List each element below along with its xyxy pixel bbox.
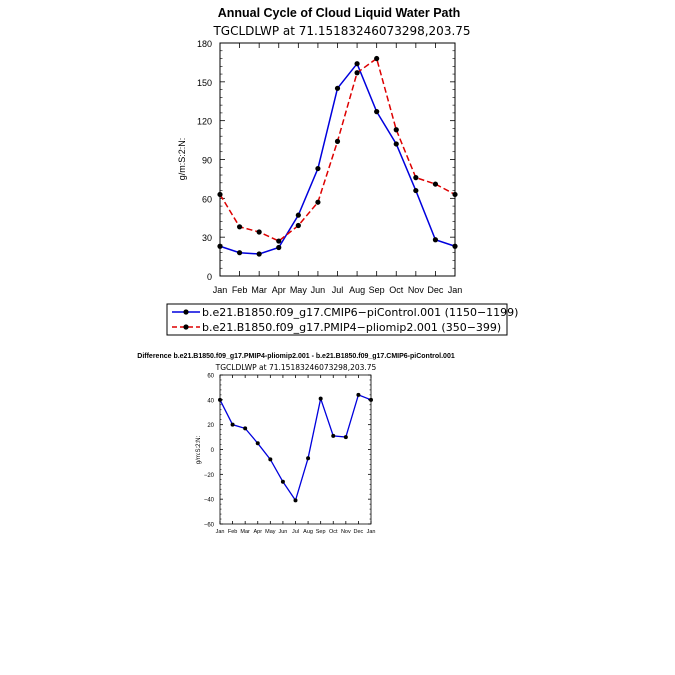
data-point: [256, 251, 262, 257]
difference-series-group: [218, 392, 373, 503]
x-tick-label: Nov: [408, 285, 425, 295]
y-tick-label: 30: [202, 233, 212, 243]
x-tick-label: Jun: [278, 529, 287, 535]
x-tick-label: Feb: [228, 529, 237, 535]
y-tick-label: 120: [197, 117, 212, 127]
y-axis-label: g/m:S:2:N:: [177, 138, 187, 181]
data-point: [306, 456, 311, 461]
data-point: [432, 181, 439, 187]
y-tick-label: 150: [197, 78, 212, 88]
x-tick-label: Oct: [389, 285, 404, 295]
chart-title: Annual Cycle of Cloud Liquid Water Path: [218, 6, 461, 20]
data-point: [354, 61, 360, 67]
difference-chart-subtitle: TGCLDLWP at 71.15183246073298,203.75: [215, 363, 377, 372]
x-tick-label: Dec: [427, 285, 444, 295]
x-tick-label: May: [265, 529, 276, 535]
difference-chart-title: Difference b.e21.B1850.f09_g17.PMIP4-pli…: [137, 353, 455, 360]
data-point: [218, 397, 222, 402]
x-tick-label: Jan: [448, 285, 463, 295]
y-tick-label: 20: [207, 423, 214, 429]
data-point: [315, 165, 321, 172]
difference-y-axis-label: g/m:S:2:N:: [196, 435, 202, 464]
data-point: [256, 229, 262, 235]
data-point: [452, 243, 458, 249]
data-point: [230, 422, 235, 427]
data-point: [318, 396, 323, 401]
difference-chart: Difference b.e21.B1850.f09_g17.PMIP4-pli…: [137, 353, 455, 535]
y-tick-label: 0: [211, 448, 215, 454]
data-point: [280, 479, 285, 484]
y-tick-label: 60: [207, 374, 214, 380]
data-point: [413, 187, 419, 194]
data-point: [334, 85, 341, 91]
data-point: [334, 138, 341, 144]
data-point: [276, 238, 282, 244]
axis-ticks: 0 30 60 90 120 150 180 Jan Feb Mar Apr May Jun Jul Aug…: [197, 39, 462, 295]
legend-label-picontrol: b.e21.B1850.f09_g17.CMIP6−piControl.001 …: [202, 306, 518, 319]
x-tick-label: Apr: [272, 285, 286, 295]
data-point: [369, 397, 373, 402]
x-tick-label: Dec: [354, 529, 364, 535]
y-tick-label: −40: [204, 498, 215, 504]
data-point: [315, 199, 321, 205]
data-point: [374, 109, 380, 115]
annual-cycle-chart: Annual Cycle of Cloud Liquid Water Path …: [166, 6, 518, 336]
y-tick-label: −20: [204, 473, 215, 479]
chart-legend: b.e21.B1850.f09_g17.CMIP6−piControl.001 …: [166, 303, 518, 336]
y-tick-label: −60: [204, 523, 215, 529]
x-tick-label: Jan: [216, 529, 225, 535]
y-tick-label: 90: [202, 156, 212, 166]
x-tick-label: Mar: [240, 529, 250, 535]
data-point: [393, 141, 399, 147]
data-point: [393, 127, 399, 133]
data-point: [413, 175, 419, 181]
y-tick-label: 0: [207, 272, 212, 282]
data-point: [295, 222, 301, 229]
x-tick-label: Nov: [341, 529, 351, 535]
chart-subtitle: TGCLDLWP at 71.15183246073298,203.75: [212, 24, 470, 38]
data-point: [295, 212, 301, 218]
legend-label-pliomip2: b.e21.B1850.f09_g17.PMIP4−pliomip2.001 (…: [202, 321, 501, 334]
x-tick-label: Sep: [369, 285, 385, 295]
y-tick-label: 60: [202, 194, 212, 204]
x-tick-label: Mar: [251, 285, 267, 295]
data-point: [276, 244, 282, 251]
x-tick-label: Jun: [311, 285, 326, 295]
data-point: [243, 426, 248, 431]
legend-frame: [166, 303, 508, 336]
x-tick-label: Jan: [213, 285, 228, 295]
legend-marker-picontrol: [183, 309, 189, 315]
x-tick-label: May: [290, 285, 308, 295]
data-point: [293, 498, 298, 503]
data-point: [356, 392, 361, 397]
data-point: [236, 250, 243, 256]
x-tick-label: Feb: [232, 285, 248, 295]
x-tick-label: Jan: [367, 529, 376, 535]
data-point: [236, 224, 243, 230]
x-tick-label: Aug: [303, 529, 313, 535]
x-tick-label: Oct: [329, 529, 338, 535]
x-tick-label: Apr: [253, 529, 262, 535]
data-point: [268, 457, 273, 462]
data-point: [255, 441, 260, 446]
x-tick-label: Jul: [332, 285, 344, 295]
data-point: [331, 433, 336, 438]
x-tick-label: Sep: [316, 529, 326, 535]
data-point: [452, 191, 458, 198]
x-tick-label: Jul: [292, 529, 299, 535]
series-group: [217, 55, 458, 257]
x-tick-label: Aug: [349, 285, 365, 295]
data-point: [217, 243, 223, 249]
legend-marker-pliomip2: [183, 324, 189, 330]
data-point: [374, 55, 380, 62]
data-point: [217, 191, 223, 198]
data-point: [343, 435, 348, 440]
y-tick-label: 180: [197, 39, 212, 49]
y-tick-label: 40: [207, 398, 214, 404]
data-point: [432, 237, 439, 243]
data-point: [354, 70, 360, 76]
